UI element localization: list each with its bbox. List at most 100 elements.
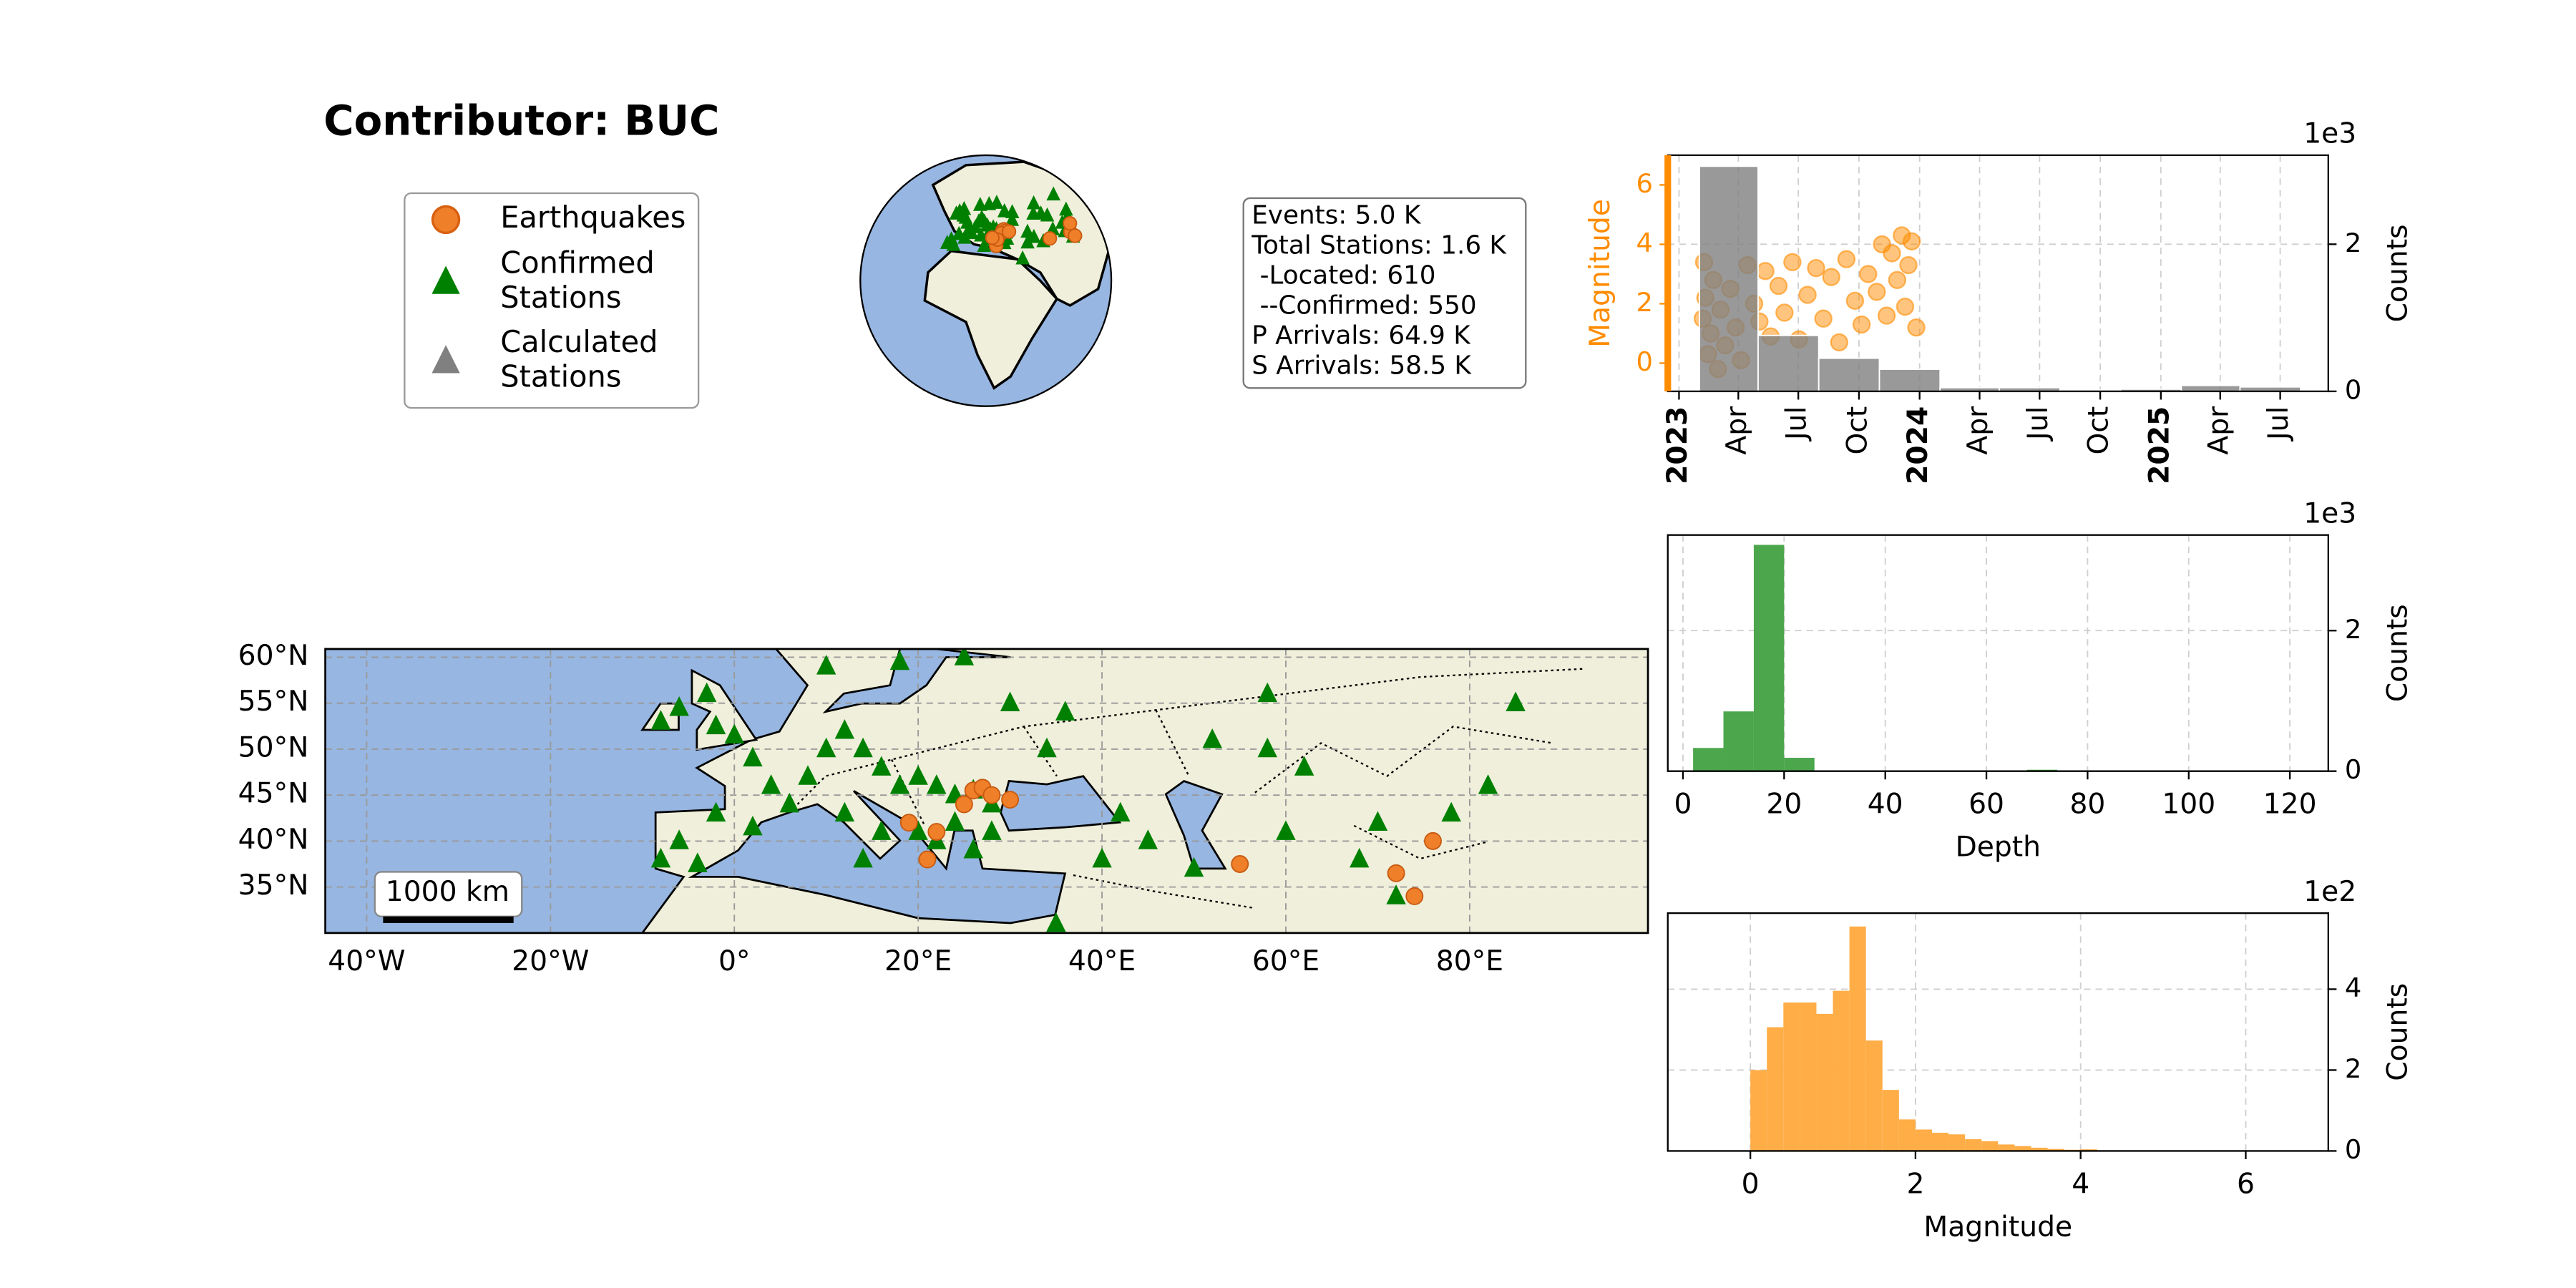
magnitude-point [1769,276,1788,296]
x-axis-label: Depth [1956,831,2041,864]
histogram-bar [2031,1147,2048,1151]
legend-label: Confirmed [500,245,655,280]
station [1184,857,1204,877]
magnitude-point [1807,258,1825,278]
offset-label: 1e3 [2303,498,2356,530]
station [834,719,855,739]
legend-marker [431,265,460,294]
globe-station [1026,195,1041,210]
earthquake [1424,831,1442,850]
x-tick-label: Jul [2263,406,2295,442]
station [669,829,689,849]
globe-station [1015,250,1030,265]
globe-station [1020,223,1035,238]
y-axis-label: Counts [2382,983,2414,1081]
station [816,655,836,675]
histogram-bar [1981,1141,1999,1151]
station [1111,801,1131,822]
y-tick-label: 0 [1636,346,1653,377]
x-tick-label: 100 [2162,789,2215,821]
legend-label: Stations [500,280,621,315]
station [1506,691,1526,712]
earthquake [1387,864,1405,882]
map [325,648,1649,933]
axes-frame [1667,534,2329,772]
y-tick-label: 0 [2345,374,2361,405]
legend-label: Earthquakes [500,200,686,235]
earthquake [955,795,973,814]
station [982,820,1002,840]
y-tick-label: 4 [1636,228,1653,258]
globe-station [977,238,992,253]
station [1276,820,1296,840]
globe-station [1046,186,1061,201]
legend-marker [431,205,461,235]
globe-station [957,200,972,215]
magnitude-point [1775,303,1794,322]
x-tick-label: 2024 [1902,406,1934,484]
x-tick-label: Oct [2083,406,2115,455]
histogram-bar [1767,1027,1784,1151]
magnitude-point [1783,253,1802,272]
x-tick-label: 80 [2069,789,2105,821]
y-axis-label: Magnitude [1584,199,1616,348]
histogram-bar [1948,1134,1966,1151]
x-tick-label: 120 [2263,789,2317,821]
globe-earthquake [1063,216,1078,231]
histogram-bar [1693,748,1724,771]
x-tick-label: 80°E [1436,945,1503,977]
histogram-bar [1800,1002,1817,1151]
globe-station [1005,212,1020,226]
station [688,852,708,872]
station [1055,701,1075,721]
station [853,847,873,868]
magnitude-point [1830,333,1848,352]
x-tick-label: 6 [2237,1168,2255,1200]
globe-station [1059,201,1073,216]
magnitude-point [1845,291,1865,311]
x-tick-label: 0° [718,945,751,977]
globe-outline [859,154,1113,407]
globe-earthquake [985,230,1000,245]
scale-bar-label: 1000 km [386,876,509,908]
station [908,820,928,840]
x-tick-label: 60°E [1252,945,1319,977]
station [872,756,892,776]
y-tick-label: 45°N [238,778,309,810]
earthquake [899,814,918,832]
x-tick-label: 20°W [512,945,589,977]
earthquake [1231,855,1249,873]
histogram-bar [1753,545,1785,771]
legend-label: Stations [500,359,621,394]
x-tick-label: 0 [1674,789,1692,821]
station [743,746,763,767]
station [798,765,818,785]
magnitude-point [1883,244,1901,263]
station [834,801,855,822]
magnitude-point [1859,265,1878,283]
map-frame [324,648,1649,935]
globe-earthquake [1001,224,1017,239]
x-tick-label: 40°E [1068,945,1136,977]
globe-station [1027,228,1041,243]
magnitude-point [1902,232,1921,250]
y-tick-label: 4 [2345,972,2361,1003]
x-tick-label: 4 [2072,1168,2089,1200]
x-tick-label: Jul [2022,406,2054,442]
station [706,801,726,822]
y-tick-label: 0 [2345,754,2361,785]
x-tick-label: 2025 [2143,406,2175,484]
station [650,847,671,868]
x-tick-label: Jul [1781,406,1813,442]
sea [688,790,1067,924]
station [927,774,947,794]
legend-marker [431,345,460,374]
offset-label: 1e2 [2303,876,2356,908]
station [945,811,965,831]
info-line: Total Stations: 1.6 K [1251,230,1507,260]
station [706,714,726,735]
station [1257,737,1278,758]
station [889,774,910,794]
magnitude-point [1877,306,1896,325]
